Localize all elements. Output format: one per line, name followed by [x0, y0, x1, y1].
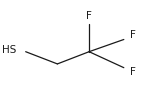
Text: F: F: [130, 30, 136, 40]
Text: HS: HS: [2, 45, 16, 55]
Text: F: F: [130, 67, 136, 77]
Text: F: F: [86, 11, 92, 21]
